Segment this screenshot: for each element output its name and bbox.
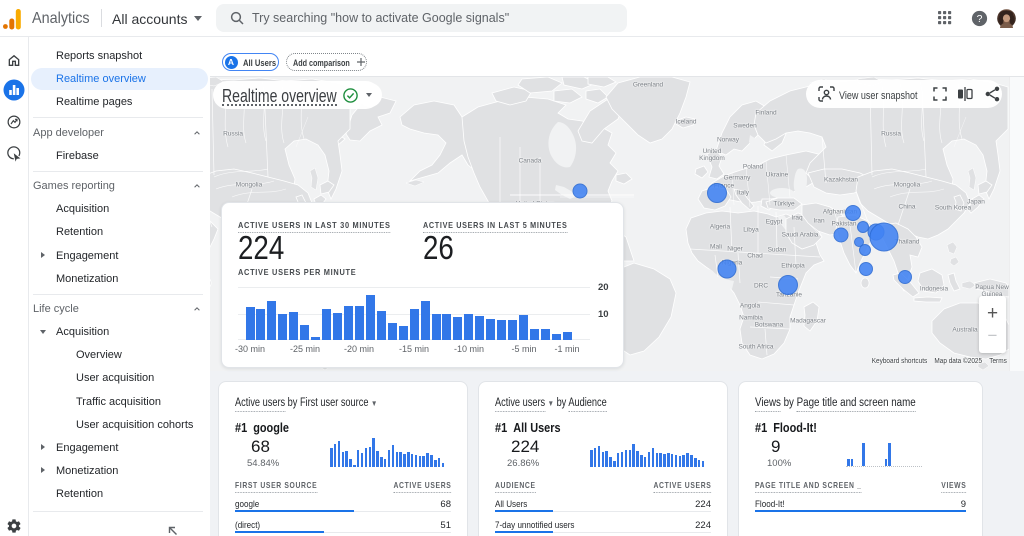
svg-text:?: ? [977,13,983,25]
